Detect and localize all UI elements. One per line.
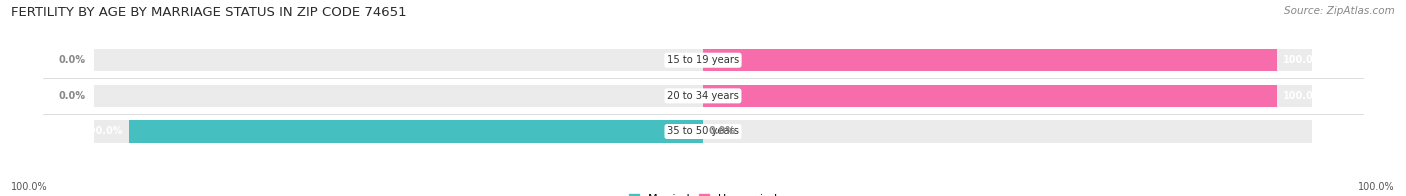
Bar [703,85,1277,107]
Text: 20 to 34 years: 20 to 34 years [666,91,740,101]
Bar [703,49,1312,71]
Bar [703,49,1277,71]
Text: 35 to 50 years: 35 to 50 years [666,126,740,136]
Bar [94,49,703,71]
Text: 100.0%: 100.0% [1358,182,1395,192]
Text: 100.0%: 100.0% [1282,91,1323,101]
Text: 0.0%: 0.0% [59,91,86,101]
Bar [129,121,703,142]
Text: Source: ZipAtlas.com: Source: ZipAtlas.com [1284,6,1395,16]
Text: 0.0%: 0.0% [709,126,735,136]
Text: 15 to 19 years: 15 to 19 years [666,55,740,65]
Text: 100.0%: 100.0% [83,126,124,136]
Bar [703,85,1312,107]
Bar [94,85,703,107]
Bar [703,121,1312,142]
Text: FERTILITY BY AGE BY MARRIAGE STATUS IN ZIP CODE 74651: FERTILITY BY AGE BY MARRIAGE STATUS IN Z… [11,6,406,19]
Text: 100.0%: 100.0% [1282,55,1323,65]
Bar [94,121,703,142]
Text: 100.0%: 100.0% [11,182,48,192]
Text: 0.0%: 0.0% [59,55,86,65]
Legend: Married, Unmarried: Married, Unmarried [624,190,782,196]
